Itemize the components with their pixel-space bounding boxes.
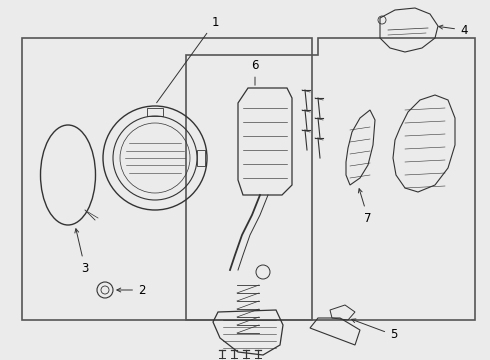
Text: 7: 7 xyxy=(358,189,372,225)
Bar xyxy=(22,38,312,320)
Text: 5: 5 xyxy=(352,319,397,342)
Text: 3: 3 xyxy=(75,229,89,274)
Text: 4: 4 xyxy=(439,23,467,36)
Text: 6: 6 xyxy=(251,59,259,85)
Text: 1: 1 xyxy=(157,15,219,103)
Text: 2: 2 xyxy=(117,284,146,297)
